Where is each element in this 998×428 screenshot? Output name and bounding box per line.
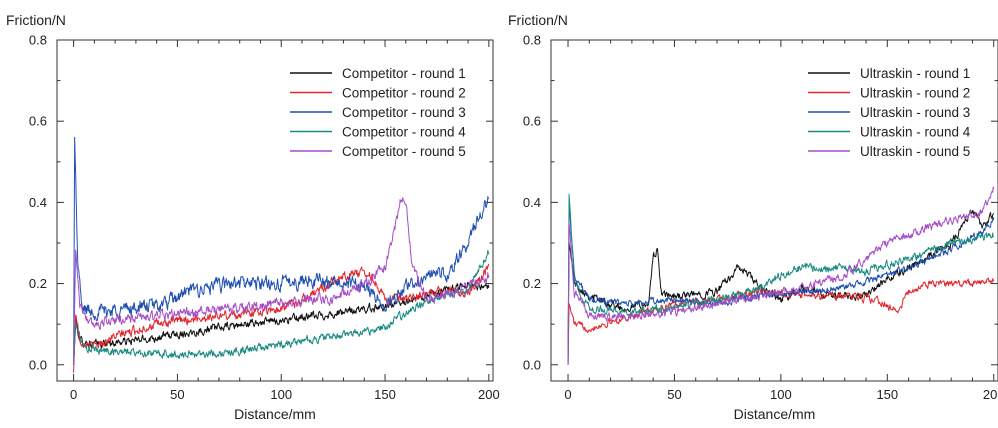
series-line-1 [567, 209, 995, 365]
series-line-2 [73, 263, 490, 373]
legend: Competitor - round 1 Competitor - round 2… [290, 66, 466, 159]
y-tick-label: 0.2 [523, 276, 541, 291]
y-tick-label: 0.4 [523, 195, 541, 210]
legend-label: Ultraskin - round 4 [860, 125, 971, 140]
x-tick-label: 200 [478, 387, 500, 402]
y-tick-label: 0.4 [29, 195, 47, 210]
x-axis-title: Distance/mm [734, 406, 816, 422]
y-tick-label: 0.8 [29, 33, 47, 48]
x-tick-label: 50 [667, 387, 681, 402]
series-line-1 [73, 281, 490, 365]
x-tick-label: 150 [876, 387, 898, 402]
legend-label: Competitor - round 3 [342, 105, 466, 120]
x-axis-title: Distance/mm [234, 406, 316, 422]
competitor-panel: Friction/N Distance/mm 0 50 100 150 200 0.0 0.… [6, 12, 500, 422]
y-tick-label: 0.8 [523, 33, 541, 48]
x-tick-label: 0 [564, 387, 571, 402]
y-axis-title: Friction/N [6, 12, 66, 28]
legend: Ultraskin - round 1 Ultraskin - round 2 Ul… [808, 66, 971, 159]
legend-label: Competitor - round 5 [342, 144, 466, 159]
y-tick-label: 0.6 [29, 114, 47, 129]
series-line-3 [567, 201, 995, 365]
legend-label: Ultraskin - round 3 [860, 105, 970, 120]
plot-frame [550, 39, 998, 382]
legend-label: Ultraskin - round 2 [860, 86, 970, 101]
x-tick-label: 150 [374, 387, 396, 402]
y-tick-label: 0.0 [29, 357, 47, 372]
ultraskin-panel: Friction/N Distance/mm 0 50 100 150 200 0.0 0.… [508, 12, 998, 422]
series-line-4 [567, 193, 995, 365]
y-tick-label: 0.6 [523, 114, 541, 129]
y-tick-label: 0.0 [523, 357, 541, 372]
x-tick-label: 200 [983, 387, 998, 402]
plot-frame [56, 39, 494, 382]
series-lines [567, 186, 995, 365]
series-line-4 [73, 249, 490, 365]
y-tick-label: 0.2 [29, 276, 47, 291]
x-tick-label: 100 [270, 387, 292, 402]
x-tick-label: 100 [770, 387, 792, 402]
series-line-5 [73, 197, 490, 365]
legend-label: Competitor - round 1 [342, 66, 466, 81]
legend-label: Competitor - round 4 [342, 125, 466, 140]
legend-label: Competitor - round 2 [342, 86, 466, 101]
x-tick-label: 0 [70, 387, 77, 402]
x-tick-label: 50 [170, 387, 184, 402]
series-lines [73, 136, 490, 373]
legend-label: Ultraskin - round 1 [860, 66, 970, 81]
y-axis-title: Friction/N [508, 12, 568, 28]
series-line-5 [567, 186, 995, 365]
legend-label: Ultraskin - round 5 [860, 144, 970, 159]
series-line-2 [567, 277, 995, 365]
